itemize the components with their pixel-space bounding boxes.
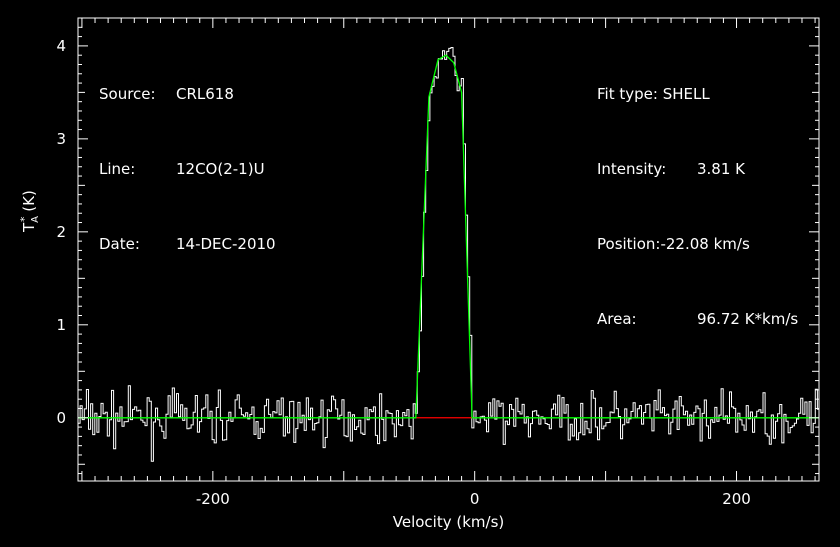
info-left: Source: CRL618 Line: 12CO(2-1)U Date: 14-DE… [99,32,276,282]
intensity-row: Intensity: 3.81 K [597,157,798,182]
position-value: -22.08 km/s [660,235,750,253]
y-axis-label-sub: A [30,215,41,223]
y-tick-label: 4 [56,37,66,55]
position-row: Position:-22.08 km/s [597,232,798,257]
x-axis-label: Velocity (km/s) [393,513,504,531]
y-tick-label: 1 [56,316,66,334]
spectrum-line [78,47,819,462]
y-axis-label-main: T [20,222,38,232]
date-label: Date: [99,235,140,253]
area-label: Area: [597,310,637,328]
y-tick-label: 0 [56,409,66,427]
source-value: CRL618 [176,85,234,103]
axis-ticks: -200 0 200 0 1 2 3 4 [56,17,819,508]
fit-value: SHELL [662,85,710,103]
y-axis-label-unit: (K) [20,190,38,212]
intensity-value: 3.81 K [697,160,746,178]
line-row: Line: 12CO(2-1)U [99,157,276,182]
fit-line [78,54,819,419]
y-axis-label-sup: * [18,216,31,222]
x-tick-label: -200 [196,490,230,508]
area-value: 96.72 K*km/s [697,310,799,328]
fit-label: Fit type: [597,85,658,103]
area-row: Area: 96.72 K*km/s [597,307,798,332]
date-value: 14-DEC-2010 [176,235,276,253]
x-tick-label: 200 [722,490,751,508]
source-label: Source: [99,85,156,103]
y-axis-label: TA* (K) [18,190,41,232]
y-tick-label: 3 [56,130,66,148]
y-tick-label: 2 [56,223,66,241]
date-row: Date: 14-DEC-2010 [99,232,276,257]
x-tick-label: 0 [470,490,480,508]
intensity-label: Intensity: [597,160,667,178]
line-label: Line: [99,160,136,178]
plot-marks [78,47,819,462]
line-value: 12CO(2-1)U [176,160,265,178]
info-right: Fit type: SHELL Intensity: 3.81 K Positio… [597,32,798,357]
fit-row: Fit type: SHELL [597,82,798,107]
position-label: Position: [597,235,661,253]
source-row: Source: CRL618 [99,82,276,107]
